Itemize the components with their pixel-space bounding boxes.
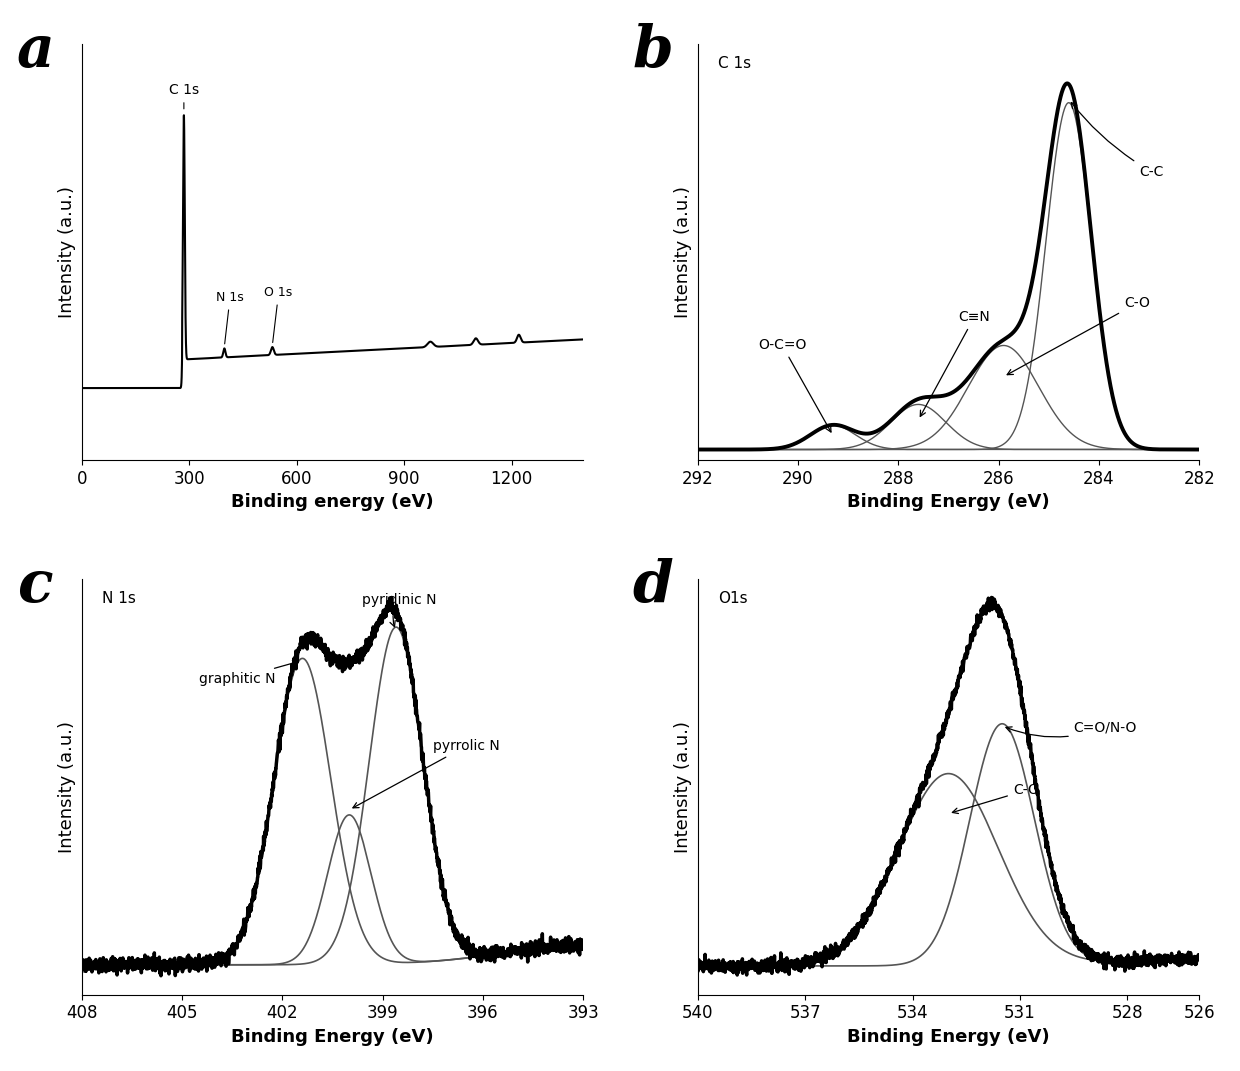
X-axis label: Binding Energy (eV): Binding Energy (eV) <box>847 1028 1050 1046</box>
X-axis label: Binding Energy (eV): Binding Energy (eV) <box>847 493 1050 511</box>
Text: C-O: C-O <box>952 784 1039 814</box>
Text: C-C: C-C <box>1071 103 1163 179</box>
Text: b: b <box>632 22 673 79</box>
Text: C 1s: C 1s <box>718 57 750 72</box>
Text: O-C=O: O-C=O <box>758 338 831 432</box>
Text: c: c <box>16 558 52 615</box>
Text: C=O/N-O: C=O/N-O <box>1006 721 1137 737</box>
Text: d: d <box>632 558 673 615</box>
Text: O 1s: O 1s <box>264 286 293 343</box>
Y-axis label: Intensity (a.u.): Intensity (a.u.) <box>675 721 692 853</box>
Text: pyrrolic N: pyrrolic N <box>353 739 500 808</box>
Text: N 1s: N 1s <box>216 291 244 344</box>
Y-axis label: Intensity (a.u.): Intensity (a.u.) <box>675 186 692 318</box>
Text: C-O: C-O <box>1007 297 1149 375</box>
Y-axis label: Intensity (a.u.): Intensity (a.u.) <box>58 186 76 318</box>
Text: C≡N: C≡N <box>920 311 991 417</box>
X-axis label: Binding energy (eV): Binding energy (eV) <box>231 493 434 511</box>
Text: C 1s: C 1s <box>169 84 198 109</box>
X-axis label: Binding Energy (eV): Binding Energy (eV) <box>231 1028 434 1046</box>
Text: pyridinic N: pyridinic N <box>362 593 436 627</box>
Text: graphitic N: graphitic N <box>198 661 299 685</box>
Text: a: a <box>16 22 55 79</box>
Y-axis label: Intensity (a.u.): Intensity (a.u.) <box>58 721 76 853</box>
Text: O1s: O1s <box>718 591 748 606</box>
Text: N 1s: N 1s <box>102 591 135 606</box>
